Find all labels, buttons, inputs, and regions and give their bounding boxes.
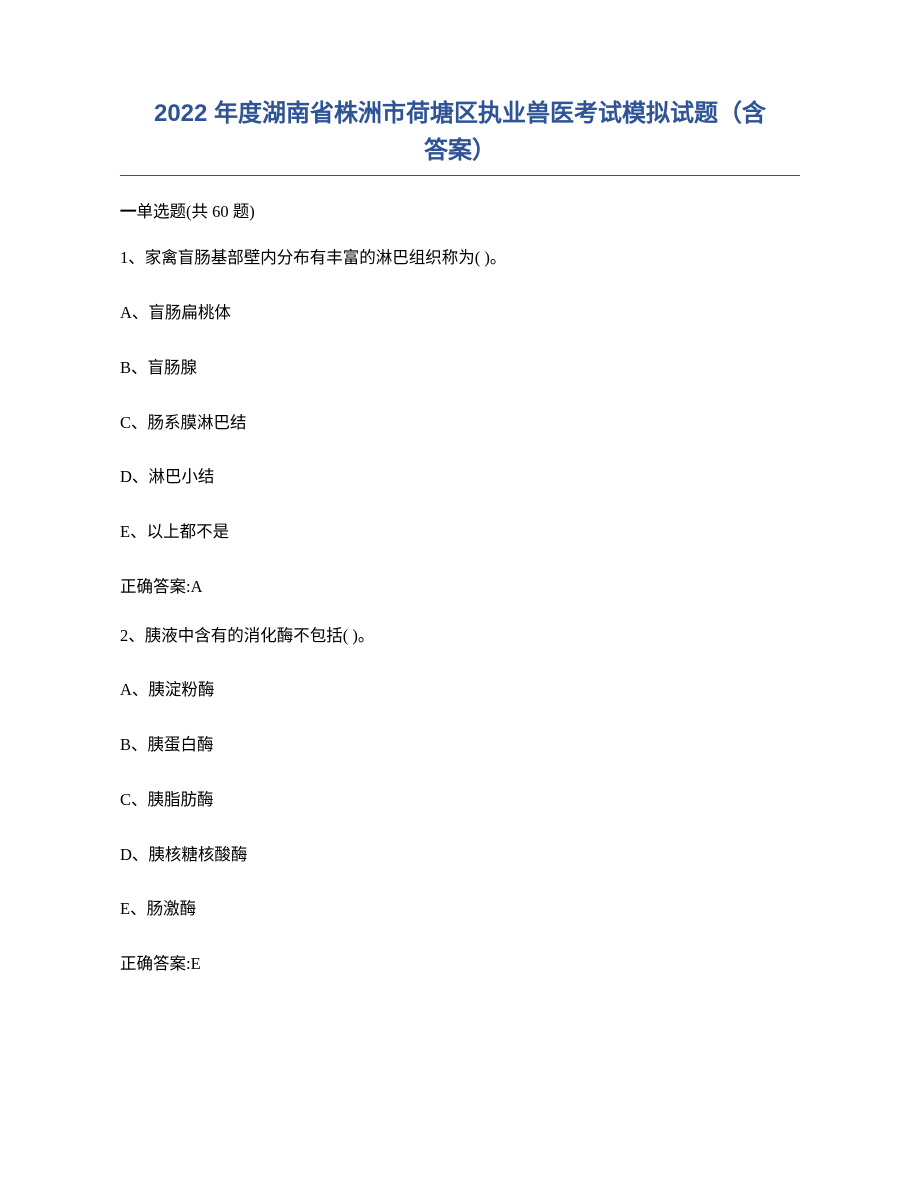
option-text: 盲肠腺 — [148, 358, 198, 377]
option-e: E、肠激酶 — [120, 897, 800, 922]
answer-label: 正确答案: — [120, 954, 191, 973]
answer-value: A — [191, 577, 203, 596]
section-prefix: 一 — [120, 202, 137, 221]
option-letter: C、 — [120, 413, 148, 432]
answer-line: 正确答案:E — [120, 952, 800, 977]
answer-label: 正确答案: — [120, 577, 191, 596]
option-letter: C、 — [120, 790, 148, 809]
option-b: B、胰蛋白酶 — [120, 733, 800, 758]
option-a: A、胰淀粉酶 — [120, 678, 800, 703]
option-letter: B、 — [120, 735, 148, 754]
question-stem: 1、家禽盲肠基部壁内分布有丰富的淋巴组织称为( )。 — [120, 246, 800, 271]
title-line-2: 答案） — [120, 132, 800, 169]
question-number: 1、 — [120, 248, 145, 267]
option-text: 肠系膜淋巴结 — [148, 413, 247, 432]
option-letter: A、 — [120, 680, 148, 699]
option-letter: D、 — [120, 845, 148, 864]
option-text: 肠激酶 — [147, 899, 197, 918]
title-divider — [120, 175, 800, 176]
option-text: 胰蛋白酶 — [148, 735, 214, 754]
document-page: 2022 年度湖南省株洲市荷塘区执业兽医考试模拟试题（含 答案） 一单选题(共 … — [0, 0, 920, 1061]
option-c: C、胰脂肪酶 — [120, 788, 800, 813]
question-stem: 2、胰液中含有的消化酶不包括( )。 — [120, 624, 800, 649]
answer-value: E — [191, 954, 201, 973]
option-letter: E、 — [120, 522, 147, 541]
title-line-1: 2022 年度湖南省株洲市荷塘区执业兽医考试模拟试题（含 — [120, 95, 800, 132]
option-text: 胰核糖核酸酶 — [148, 845, 247, 864]
question-block: 2、胰液中含有的消化酶不包括( )。 A、胰淀粉酶 B、胰蛋白酶 C、胰脂肪酶 … — [120, 624, 800, 977]
option-text: 盲肠扁桃体 — [148, 303, 231, 322]
document-title: 2022 年度湖南省株洲市荷塘区执业兽医考试模拟试题（含 答案） — [120, 95, 800, 169]
section-header: 一单选题(共 60 题) — [120, 198, 800, 222]
option-b: B、盲肠腺 — [120, 356, 800, 381]
option-d: D、胰核糖核酸酶 — [120, 843, 800, 868]
question-text: 胰液中含有的消化酶不包括( )。 — [145, 626, 375, 645]
option-text: 胰脂肪酶 — [148, 790, 214, 809]
option-text: 淋巴小结 — [148, 467, 214, 486]
section-label: 单选题 — [137, 202, 187, 221]
option-letter: D、 — [120, 467, 148, 486]
option-e: E、以上都不是 — [120, 520, 800, 545]
option-c: C、肠系膜淋巴结 — [120, 411, 800, 436]
option-letter: E、 — [120, 899, 147, 918]
option-letter: B、 — [120, 358, 148, 377]
section-count: (共 60 题) — [186, 202, 255, 221]
option-a: A、盲肠扁桃体 — [120, 301, 800, 326]
option-d: D、淋巴小结 — [120, 465, 800, 490]
question-block: 1、家禽盲肠基部壁内分布有丰富的淋巴组织称为( )。 A、盲肠扁桃体 B、盲肠腺… — [120, 246, 800, 599]
option-text: 以上都不是 — [147, 522, 230, 541]
question-text: 家禽盲肠基部壁内分布有丰富的淋巴组织称为( )。 — [145, 248, 507, 267]
question-number: 2、 — [120, 626, 145, 645]
answer-line: 正确答案:A — [120, 575, 800, 600]
option-letter: A、 — [120, 303, 148, 322]
option-text: 胰淀粉酶 — [148, 680, 214, 699]
